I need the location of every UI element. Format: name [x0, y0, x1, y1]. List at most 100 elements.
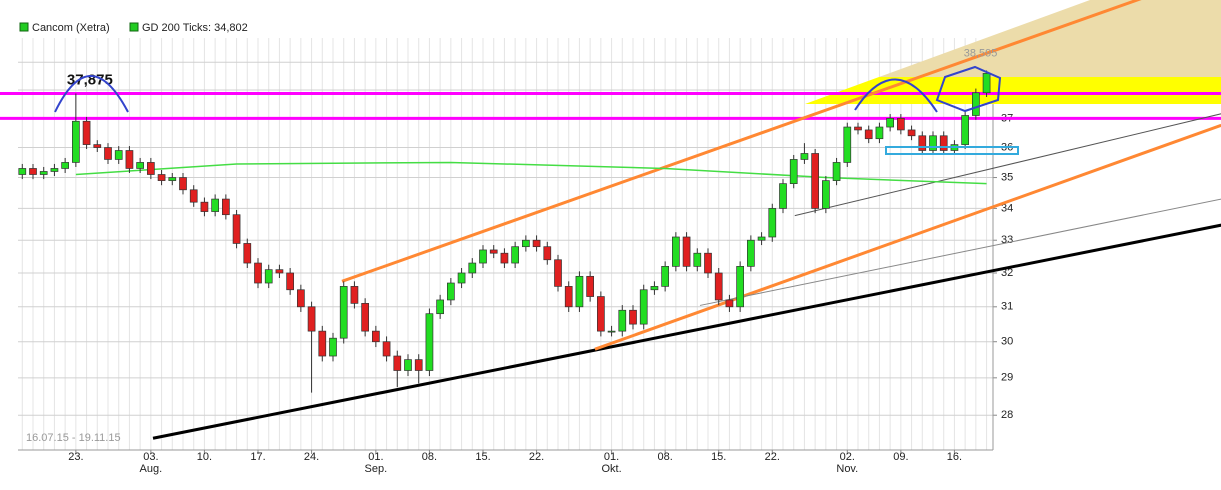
shoulder-arc — [854, 78, 938, 113]
trend-line — [699, 198, 1221, 306]
candle-body — [447, 282, 455, 301]
candle-body — [489, 249, 498, 254]
candle-body — [93, 144, 102, 148]
candle-body — [72, 120, 80, 163]
candle-body — [232, 214, 241, 244]
y-tick-label: 33 — [1001, 234, 1013, 246]
x-tick-label: 10. — [197, 451, 212, 463]
candle-body — [575, 275, 584, 308]
y-tick-label: 31 — [1001, 301, 1013, 313]
candle-body — [125, 150, 134, 169]
candle-body — [254, 262, 262, 284]
trend-line — [594, 123, 1221, 351]
x-tick-label: 01. — [368, 451, 383, 463]
resistance-zone — [805, 77, 1221, 104]
candle-body — [82, 120, 91, 145]
candle-body — [714, 272, 723, 301]
candle-body — [682, 236, 691, 267]
candle-body — [661, 266, 669, 287]
moving-average — [75, 161, 987, 185]
price-annotation: 37,875 — [67, 71, 113, 88]
candle-body — [372, 330, 380, 343]
candle-body — [147, 162, 155, 175]
candle-body — [200, 201, 209, 212]
candle-body — [522, 239, 530, 248]
candle-body — [736, 266, 744, 308]
candle-body — [468, 262, 477, 274]
candle-body — [532, 239, 541, 248]
candle-body — [414, 359, 423, 371]
candle-body — [425, 313, 434, 371]
y-tick-label: 28 — [1001, 409, 1013, 421]
candle-body — [768, 208, 777, 238]
candle-body — [307, 306, 316, 332]
candle-body — [629, 309, 637, 325]
candle-body — [179, 177, 187, 191]
candle-body — [511, 246, 519, 264]
candle-body — [543, 246, 552, 261]
candle-body — [886, 118, 894, 128]
price-annotation: 38,595 — [964, 47, 998, 59]
candle-body — [361, 303, 369, 332]
legend-swatch — [19, 22, 29, 32]
candle-body — [672, 236, 680, 267]
candle-body — [607, 330, 616, 333]
month-label: Sep. — [365, 463, 388, 475]
y-tick-label: 35 — [1001, 171, 1013, 183]
candle-body — [875, 126, 884, 140]
candle-body — [693, 252, 702, 267]
candle-body — [822, 180, 830, 209]
candle-body — [564, 286, 573, 308]
candle-body — [843, 126, 852, 163]
candle-body — [61, 162, 69, 169]
x-tick-label: 03. — [143, 451, 158, 463]
candle-body — [897, 118, 905, 131]
candle-body — [554, 259, 562, 287]
drawings — [54, 65, 1019, 155]
legend-label: Cancom (Xetra) — [32, 22, 110, 34]
candle-body — [586, 275, 594, 297]
target-zone — [879, 0, 1221, 77]
trend-line — [152, 223, 1221, 440]
candle-body — [189, 189, 198, 203]
breakout-marker — [935, 65, 1002, 113]
candle-body — [404, 359, 412, 371]
candle-body — [961, 115, 969, 145]
x-tick-label: 09. — [893, 451, 908, 463]
x-tick-label: 08. — [422, 451, 437, 463]
candle-body — [907, 129, 916, 137]
x-tick-label: 24. — [304, 451, 319, 463]
candle-body — [114, 150, 123, 160]
candle-body — [779, 183, 787, 209]
candle-body — [286, 272, 294, 291]
candle-body — [500, 252, 509, 264]
candle-body — [393, 355, 402, 371]
x-tick-label: 16. — [947, 451, 962, 463]
x-tick-label: 22. — [529, 451, 544, 463]
candle-body — [918, 135, 927, 151]
trend-line — [341, 0, 1142, 283]
trend-line — [794, 113, 1221, 217]
candle-body — [339, 286, 348, 339]
month-label: Okt. — [601, 463, 621, 475]
candle-body — [457, 272, 466, 284]
candle-body — [479, 249, 487, 264]
candle-body — [832, 162, 841, 181]
candle-body — [39, 171, 48, 175]
y-tick-label: 34 — [1001, 202, 1013, 214]
date-range: 16.07.15 - 19.11.15 — [26, 432, 121, 444]
candle-body — [50, 168, 59, 172]
candle-body — [704, 252, 712, 274]
candle-body — [757, 236, 766, 241]
candle-body — [939, 135, 948, 151]
x-tick-label: 15. — [475, 451, 490, 463]
y-tick-label: 29 — [1001, 372, 1013, 384]
legend: Cancom (Xetra) GD 200 Ticks: 34,802 — [19, 22, 248, 34]
candle-body — [618, 309, 627, 332]
plot: 37,875 38,595 — [0, 0, 1221, 440]
candle-body — [382, 341, 391, 357]
candle-body — [982, 73, 991, 94]
candle-body — [168, 177, 177, 181]
x-tick-label: 02. — [840, 451, 855, 463]
